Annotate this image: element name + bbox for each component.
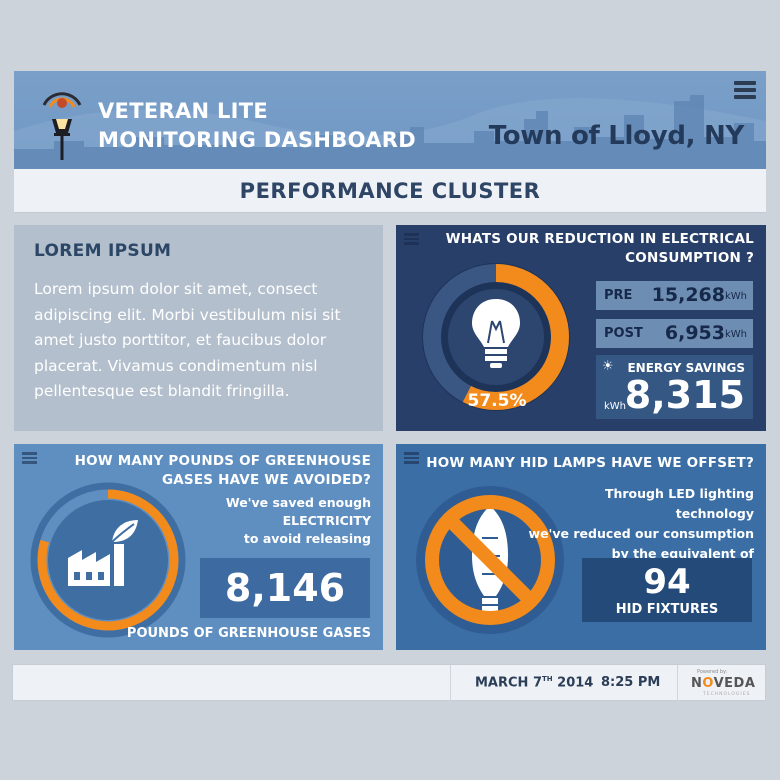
lorem-body: Lorem ipsum dolor sit amet, consect adip… [34, 280, 341, 400]
brand-letter-o: O [702, 676, 714, 691]
lorem-heading: LOREM IPSUM [34, 241, 172, 261]
electrical-question: WHATS OUR REDUCTION IN ELECTRICAL CONSUM… [434, 230, 754, 268]
hid-fixtures-box: 94 HID FIXTURES [582, 558, 752, 622]
pre-unit: kWh [724, 291, 747, 302]
hid-text-line-3: by the equivalent of [611, 546, 754, 561]
footer-time: 8:25 PM [601, 675, 661, 690]
pre-consumption-box: PRE 15,268 kWh [596, 281, 753, 310]
city-skyline-graphic [14, 95, 766, 169]
greenhouse-text-line-3: to avoid releasing [243, 531, 371, 546]
sun-icon: ☀ [602, 359, 614, 374]
panel-menu-icon[interactable] [404, 452, 419, 464]
brand-letter-n: N [691, 676, 703, 691]
hid-text-line-1: Through LED lighting technology [604, 486, 754, 521]
greenhouse-panel: HOW MANY POUNDS OF GREENHOUSE GASES HAVE… [14, 444, 383, 650]
brand-subtitle: TECHNOLOGIES [703, 692, 751, 697]
noveda-logo: NOVEDA [691, 676, 755, 691]
post-unit: kWh [724, 329, 747, 340]
electrical-question-line-1: WHATS OUR REDUCTION IN ELECTRICAL [445, 231, 754, 247]
hid-description: Through LED lighting technology we've re… [524, 484, 754, 564]
dashboard-footer: MARCH 7TH 2014 8:25 PM Powered by: NOVED… [12, 664, 766, 702]
reduction-progress-arc [423, 264, 569, 410]
pre-label: PRE [604, 288, 633, 303]
pre-value: 15,268 [651, 284, 725, 306]
greenhouse-question: HOW MANY POUNDS OF GREENHOUSE GASES HAVE… [71, 452, 371, 490]
date-suffix: TH [542, 675, 553, 683]
footer-divider [450, 665, 451, 702]
panel-menu-icon[interactable] [404, 233, 419, 245]
post-label: POST [604, 326, 643, 341]
panel-menu-icon[interactable] [22, 452, 37, 464]
hid-question: HOW MANY HID LAMPS HAVE WE OFFSET? [426, 455, 754, 471]
cluster-title: PERFORMANCE CLUSTER [14, 169, 766, 213]
brand-letters-rest: VEDA [713, 676, 756, 691]
greenhouse-text-line-1: We've saved enough [225, 495, 371, 510]
dashboard-header: VETERAN LITE MONITORING DASHBOARD Town o… [14, 71, 766, 169]
town-name: Town of Lloyd, NY [488, 121, 745, 151]
dashboard-title: VETERAN LITE MONITORING DASHBOARD [98, 97, 416, 155]
hamburger-menu-icon[interactable] [734, 81, 756, 99]
title-line-2: MONITORING DASHBOARD [98, 128, 416, 152]
title-line-1: VETERAN LITE [98, 99, 269, 123]
powered-by-label: Powered by: [697, 669, 728, 675]
street-lamp-logo-icon [42, 92, 82, 160]
hid-fixtures-label: HID FIXTURES [615, 602, 719, 617]
greenhouse-question-line-1: HOW MANY POUNDS OF GREENHOUSE [74, 453, 371, 469]
date-year: 2014 [557, 675, 594, 691]
electrical-question-line-2: CONSUMPTION ? [625, 250, 754, 266]
energy-savings-box: ☀ ENERGY SAVINGS kWh 8,315 [596, 355, 753, 419]
no-hid-lamp-icon [416, 486, 564, 634]
footer-date: MARCH 7TH 2014 [475, 675, 593, 690]
footer-divider [677, 665, 678, 702]
greenhouse-question-line-2: GASES HAVE WE AVOIDED? [161, 472, 371, 488]
hid-panel: HOW MANY HID LAMPS HAVE WE OFFSET? Throu… [396, 444, 766, 650]
factory-icon [68, 520, 138, 586]
hid-text-line-2: we've reduced our consumption [528, 526, 754, 541]
reduction-percent: 57.5% [467, 391, 527, 411]
energy-savings-label: ENERGY SAVINGS [627, 361, 745, 375]
greenhouse-description: We've saved enough ELECTRICITY to avoid … [201, 494, 371, 548]
greenhouse-unit-label: POUNDS OF GREENHOUSE GASES [126, 626, 371, 641]
hid-fixtures-value: 94 [643, 562, 691, 602]
greenhouse-text-line-2: ELECTRICITY [282, 513, 371, 528]
post-consumption-box: POST 6,953 kWh [596, 319, 753, 348]
energy-savings-value: 8,315 [624, 373, 745, 417]
post-value: 6,953 [664, 322, 725, 344]
greenhouse-value: 8,146 [200, 558, 370, 618]
electrical-panel: WHATS OUR REDUCTION IN ELECTRICAL CONSUM… [396, 225, 766, 431]
lorem-panel: LOREM IPSUM Lorem ipsum dolor sit amet, … [14, 225, 383, 431]
energy-savings-unit: kWh [604, 401, 627, 412]
lightbulb-icon [472, 299, 520, 368]
date-month: MARCH 7 [475, 675, 542, 691]
